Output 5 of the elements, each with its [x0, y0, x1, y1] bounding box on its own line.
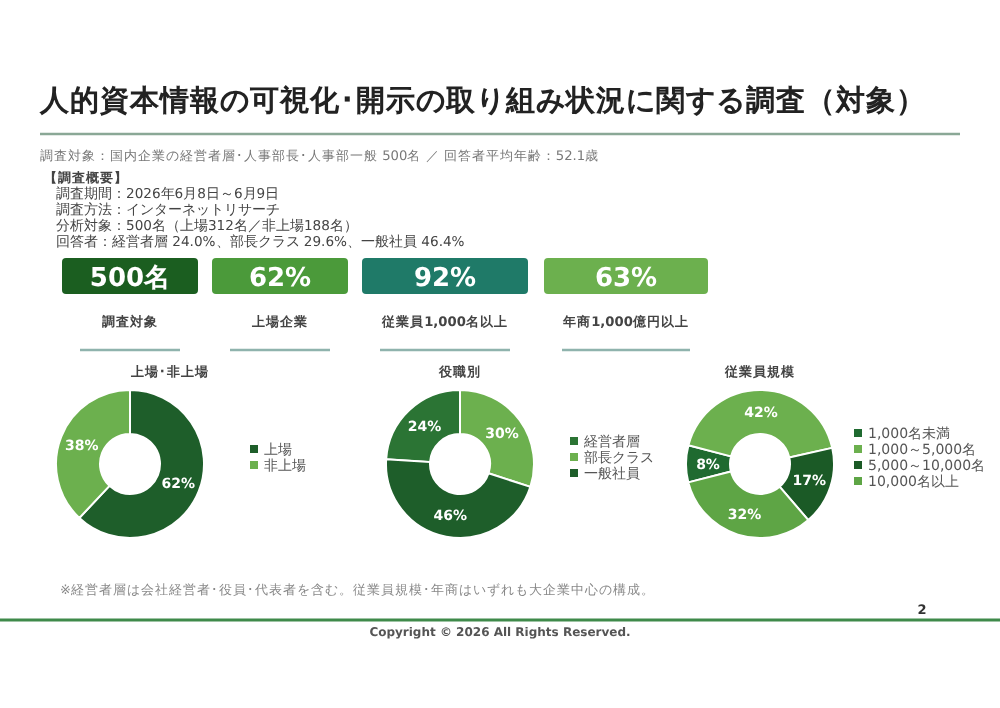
text: 63%: [594, 264, 658, 294]
text: 500名: [89, 264, 171, 294]
text: 人的資本情報の可視化･開示の取り組み状況に関する調査（対象）: [38, 82, 926, 118]
text: 92%: [413, 264, 477, 294]
text: 62%: [248, 264, 312, 294]
